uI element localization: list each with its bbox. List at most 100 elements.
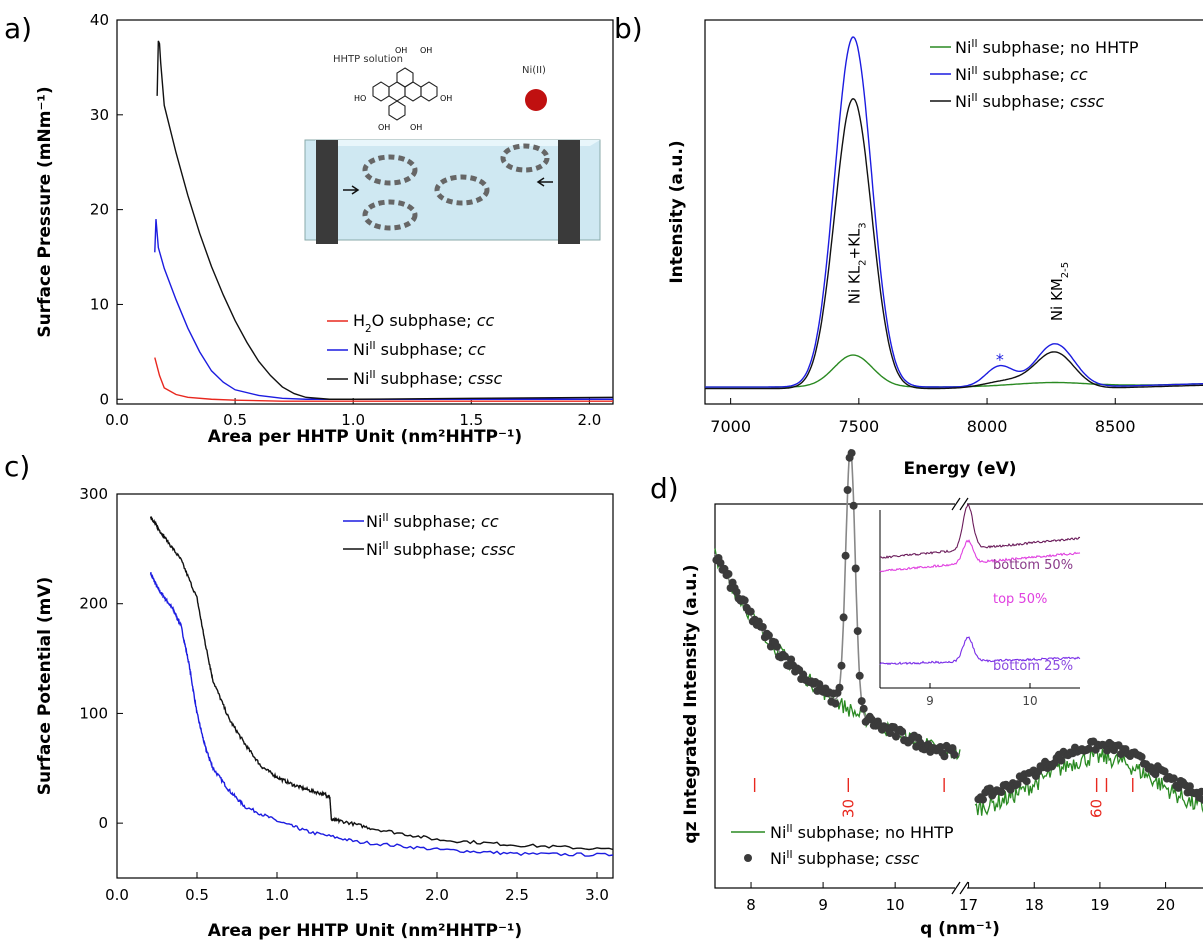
- legend-text-part: cc: [477, 311, 495, 330]
- peak-label-part: 2: [857, 260, 868, 266]
- inset-ho-1: HO: [354, 94, 366, 103]
- data-point-cssc: [849, 501, 858, 510]
- data-point-cssc: [1169, 774, 1178, 783]
- legend-entry: NiII subphase; cssc: [366, 540, 516, 559]
- data-point-cssc: [815, 680, 824, 689]
- data-point-cssc: [847, 449, 856, 458]
- x-tick-label: 7000: [710, 417, 751, 436]
- legend-text-part: subphase;: [376, 369, 468, 388]
- x-tick-label: 1.0: [265, 886, 289, 904]
- x-tick-label: 1.5: [459, 411, 483, 429]
- data-point-cssc: [892, 732, 900, 741]
- x-axis-label-b: Energy (eV): [903, 459, 1016, 479]
- series-line-red: [154, 357, 613, 402]
- data-point-cssc: [886, 729, 894, 737]
- data-point-cssc: [835, 683, 844, 692]
- y-tick-label: 300: [79, 485, 108, 503]
- data-point-cssc: [781, 652, 789, 661]
- data-point-cssc: [1160, 767, 1169, 776]
- inset-nickel-label: Ni(II): [522, 65, 546, 76]
- series-line-green: [705, 354, 1203, 388]
- inset-line-bottom-50: [880, 503, 1081, 559]
- y-tick-label: 0: [99, 390, 109, 408]
- legend-entry: NiII subphase; cc: [353, 340, 486, 359]
- legend-text-part: H: [353, 311, 365, 330]
- legend-text-part: Ni: [955, 38, 971, 57]
- data-point-cssc: [855, 671, 864, 680]
- data-point-cssc: [1174, 783, 1183, 792]
- legend-text-part: O subphase;: [372, 311, 477, 330]
- panel-d-gixd: 8 9 10 17 18 19 20 30 60 q (nm⁻¹) qz Integrated …: [681, 448, 1203, 939]
- series-lines-c: [149, 516, 614, 857]
- legend-text-part: 2: [365, 323, 372, 335]
- series-line-black: [156, 40, 614, 400]
- inset-line-top-50: [879, 539, 1081, 573]
- legend-text-part: II: [971, 38, 977, 50]
- data-point-cssc: [773, 642, 781, 651]
- legend-text-part: cssc: [885, 849, 919, 868]
- legend-text-part: subphase;: [376, 340, 468, 359]
- trough-schematic-inset: HHTP solution OH OH HO OH OH OH Ni(II): [304, 46, 601, 244]
- inset-oh-3: OH: [440, 94, 452, 103]
- data-point-cssc: [831, 699, 840, 708]
- legend-entry: NiII subphase; cssc: [770, 849, 920, 868]
- legend-swatch: [744, 854, 752, 862]
- inset-x-tick-label: 10: [1022, 694, 1037, 708]
- axis-ticks-d: 8 9 10 17 18 19 20 30 60: [746, 497, 1175, 914]
- legend-text-part: II: [971, 65, 977, 77]
- axis-break-mark: [951, 497, 961, 511]
- x-tick-label: 8: [746, 896, 756, 914]
- peak-label-part: Ni KM: [1048, 278, 1066, 321]
- legend-entry: NiII subphase; cc: [955, 65, 1088, 84]
- data-point-cssc: [716, 559, 725, 567]
- legend-text-part: Ni: [353, 369, 369, 388]
- legend-text-part: subphase; no HHTP: [793, 823, 954, 842]
- legend-text-part: Ni: [353, 340, 369, 359]
- data-point-cssc: [724, 570, 733, 578]
- legend-entry: NiII subphase; cssc: [353, 369, 503, 388]
- inset-label-top-50: top 50%: [993, 592, 1047, 607]
- inset-x-tick-label: 9: [926, 694, 934, 708]
- axis-break-mark: [951, 881, 961, 895]
- x-tick-label: 17: [959, 896, 978, 914]
- x-tick-label: 8000: [967, 417, 1008, 436]
- y-tick-label: 30: [90, 106, 109, 124]
- x-tick-label: 3.0: [585, 886, 609, 904]
- framework-rings-icon: [362, 143, 550, 231]
- axis-ticks-b: 7000 7500 8000 8500: [710, 398, 1136, 436]
- x-tick-label: 0.5: [185, 886, 209, 904]
- panel-c-surface-potential: 0.0 0.5 1.0 1.5 2.0 2.5 3.0 0 100 200 300 Area per…: [35, 485, 614, 941]
- data-point-cssc: [839, 613, 848, 622]
- x-tick-label: 19: [1090, 896, 1109, 914]
- legend-text-part: subphase;: [978, 92, 1070, 111]
- x-tick-label: 1.0: [341, 411, 365, 429]
- x-tick-label: 2.0: [577, 411, 601, 429]
- y-axis-label-c: Surface Potential (mV): [35, 577, 55, 796]
- legend-text-part: II: [971, 92, 977, 104]
- legend-text-part: Ni: [770, 823, 786, 842]
- inset-oh-2: OH: [420, 46, 432, 55]
- y-tick-label: 20: [90, 201, 109, 219]
- legend-text-part: Ni: [770, 849, 786, 868]
- data-point-cssc: [948, 744, 957, 753]
- data-point-cssc: [1137, 752, 1146, 761]
- bragg-label: 60: [1088, 799, 1106, 818]
- right-barrier: [558, 140, 580, 244]
- x-tick-label: 20: [1156, 896, 1175, 914]
- fit-line: [714, 448, 961, 756]
- data-point-cssc: [843, 486, 852, 494]
- axis-ticks-c: 0.0 0.5 1.0 1.5 2.0 2.5 3.0 0 100 200 300: [79, 485, 609, 904]
- peak-labels-b: Ni KL2+KL3 Ni KM2-5: [845, 222, 1070, 321]
- series-line-black: [705, 98, 1203, 390]
- peak-label-part: 3: [857, 222, 868, 228]
- data-point-cssc: [740, 596, 749, 605]
- inset-label-bottom-25: bottom 25%: [993, 659, 1073, 674]
- x-tick-label: 0.0: [105, 411, 129, 429]
- series-d: [712, 448, 1203, 816]
- series-line-blue: [149, 572, 614, 857]
- data-point-cssc: [1185, 782, 1194, 791]
- data-point-cssc: [851, 564, 860, 573]
- data-point-cssc: [936, 743, 945, 751]
- legend-entry: NiII subphase; no HHTP: [770, 823, 954, 842]
